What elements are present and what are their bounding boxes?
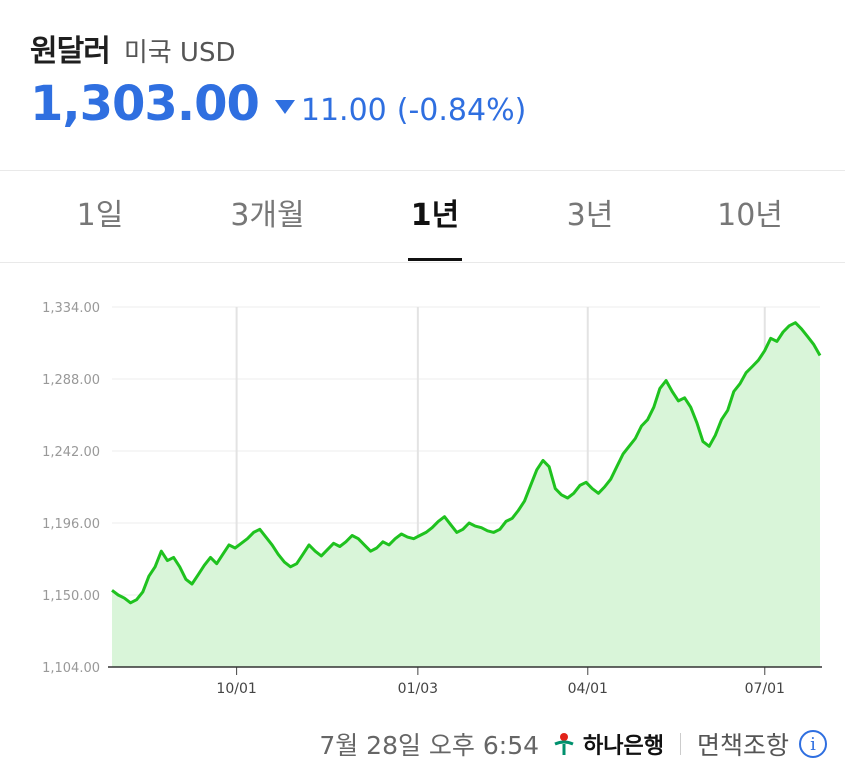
tab-10-year[interactable]: 10년 (717, 198, 783, 233)
tab-1-year[interactable]: 1년 (375, 171, 495, 261)
currency-pair-subtitle: 미국 USD (123, 38, 236, 68)
divider (0, 262, 845, 263)
change-absolute: 11.00 (300, 93, 387, 128)
period-tabs: 1일 3개월 1년 3년 10년 (0, 171, 845, 261)
active-tab-underline (408, 258, 462, 261)
bank-source: 하나은행 (551, 728, 664, 760)
info-icon[interactable]: i (799, 730, 827, 758)
y-tick-label: 1,150.00 (42, 589, 100, 604)
divider (0, 170, 845, 171)
title-row: 원달러 미국 USD (30, 26, 825, 70)
exchange-rate-chart[interactable]: 1,334.00 1,288.00 1,242.00 1,196.00 1,150.00… (0, 263, 845, 703)
current-price: 1,303.00 (30, 76, 260, 132)
tab-1-day[interactable]: 1일 (76, 198, 124, 233)
area-fill (112, 322, 820, 667)
change-percent: (-0.84%) (396, 93, 527, 128)
hana-bank-logo-icon (554, 733, 574, 755)
down-triangle-icon (274, 100, 295, 114)
price-row: 1,303.00 11.00 (-0.84%) (30, 76, 825, 132)
series-line (111, 321, 822, 605)
bank-name: 하나은행 (583, 734, 664, 759)
tab-3-year[interactable]: 3년 (566, 198, 614, 233)
tab-3-month[interactable]: 3개월 (230, 198, 305, 233)
x-tick-label: 01/03 (398, 681, 438, 697)
price-change: 11.00 (-0.84%) (274, 93, 527, 128)
x-tick-label: 10/01 (216, 681, 256, 697)
separator (679, 733, 681, 755)
currency-pair-name: 원달러 (30, 34, 111, 69)
disclaimer-link[interactable]: 면책조항 (696, 731, 789, 760)
footer: 7월 28일 오후 6:54 하나은행 면책조항 i (319, 724, 827, 764)
y-tick-label: 1,242.00 (42, 445, 100, 460)
y-tick-label: 1,334.00 (42, 301, 100, 316)
y-tick-label: 1,196.00 (42, 517, 100, 532)
update-timestamp: 7월 28일 오후 6:54 (319, 731, 540, 760)
y-tick-label: 1,288.00 (42, 373, 100, 388)
x-tick-label: 04/01 (568, 681, 608, 697)
y-tick-label: 1,104.00 (42, 661, 100, 676)
x-tick-label: 07/01 (745, 681, 785, 697)
quote-header: 원달러 미국 USD 1,303.00 11.00 (-0.84%) (30, 26, 825, 132)
